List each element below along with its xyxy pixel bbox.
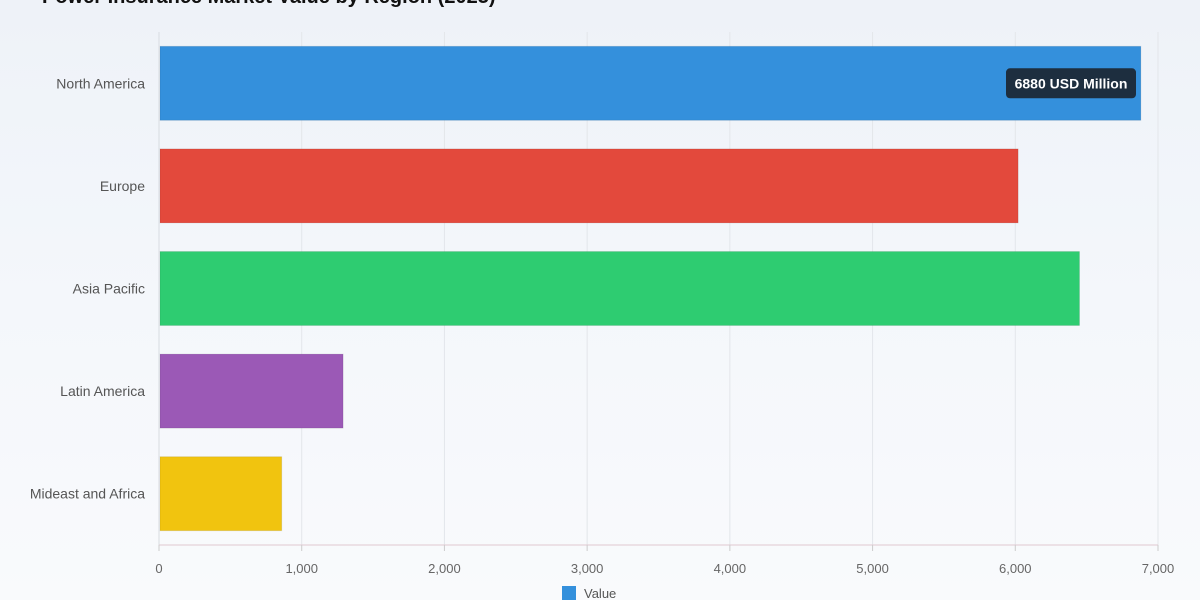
x-tick-label: 1,000	[285, 561, 318, 576]
chart-title: Power Insurance Market Value by Region (…	[42, 0, 496, 9]
x-tick-label: 0	[155, 561, 162, 576]
bar-europe[interactable]	[159, 148, 1019, 224]
x-tick-label: 4,000	[714, 561, 747, 576]
legend-label[interactable]: Value	[584, 586, 616, 600]
legend-swatch[interactable]	[562, 586, 576, 600]
category-label: Europe	[100, 178, 145, 194]
x-tick-label: 7,000	[1142, 561, 1175, 576]
bar-asia-pacific[interactable]	[159, 251, 1081, 326]
bar-north-america[interactable]	[159, 45, 1142, 121]
tooltip: 6880 USD Million	[1006, 68, 1136, 99]
category-label: Asia Pacific	[73, 281, 145, 297]
bar-mideast-and-africa[interactable]	[159, 456, 283, 532]
tooltip-box	[1006, 68, 1136, 99]
x-tick-label: 2,000	[428, 561, 461, 576]
tooltip-text: 6880 USD Million	[1015, 75, 1128, 91]
bar-latin-america[interactable]	[159, 353, 344, 429]
category-labels: North America Europe Asia Pacific Latin Ame…	[30, 75, 145, 501]
x-tick-label: 5,000	[856, 561, 889, 576]
category-label: Mideast and Africa	[30, 486, 145, 502]
category-label: Latin America	[60, 383, 145, 399]
legend[interactable]: Value	[562, 586, 616, 600]
bars	[159, 45, 1142, 532]
x-axis: 0 1,000 2,000 3,000 4,000 5,000 6,000 7,000	[155, 32, 1174, 576]
x-tick-label: 6,000	[999, 561, 1032, 576]
x-tick-label: 3,000	[571, 561, 604, 576]
category-label: North America	[56, 75, 145, 91]
